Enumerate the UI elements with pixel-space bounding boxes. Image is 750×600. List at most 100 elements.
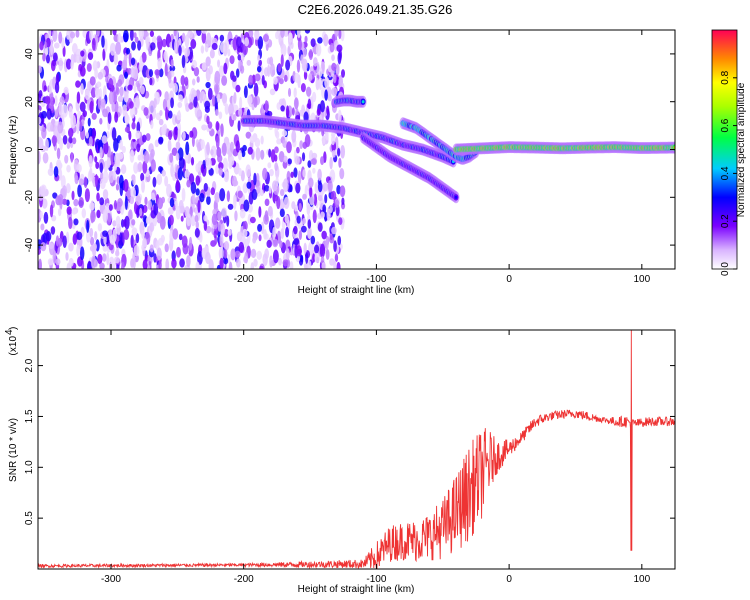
noise-blob (51, 214, 57, 222)
x-tick-label: -200 (234, 574, 254, 585)
noise-blob (50, 226, 56, 235)
noise-blob (173, 126, 178, 141)
noise-blob (258, 206, 262, 218)
noise-blob (168, 130, 173, 141)
noise-blob (54, 108, 58, 119)
noise-blob (97, 223, 103, 232)
noise-blob (123, 30, 129, 43)
noise-blob (149, 244, 154, 253)
noise-blob (38, 247, 42, 256)
noise-blob (272, 238, 279, 248)
noise-blob (169, 197, 175, 208)
noise-blob (113, 163, 117, 172)
noise-blob (232, 179, 239, 187)
noise-blob (206, 141, 210, 156)
noise-blob (145, 36, 149, 51)
noise-blob (49, 91, 54, 103)
noise-blob (324, 76, 330, 89)
noise-blob (122, 104, 127, 117)
noise-blob (317, 181, 323, 193)
noise-blob (190, 156, 195, 166)
noise-blob (150, 159, 156, 172)
noise-blob (113, 200, 118, 210)
feature-core (361, 100, 365, 104)
noise-blob (169, 152, 174, 163)
noise-blob (275, 217, 281, 229)
noise-blob (243, 85, 248, 99)
noise-blob (111, 127, 117, 141)
noise-blob (220, 223, 226, 236)
noise-blob (321, 262, 327, 269)
noise-blob (261, 75, 265, 86)
noise-blob (136, 143, 141, 153)
y-tick-label: 0.5 (24, 511, 35, 525)
noise-blob (213, 230, 217, 239)
noise-blob (121, 59, 128, 71)
noise-blob (295, 182, 301, 194)
noise-blob (216, 93, 221, 104)
noise-blob (203, 220, 208, 232)
noise-blob (278, 151, 285, 163)
noise-blob (307, 259, 312, 269)
noise-blob (204, 100, 211, 110)
noise-blob (250, 262, 255, 269)
noise-blob (163, 50, 168, 61)
noise-blob (297, 170, 302, 185)
noise-blob (82, 110, 87, 118)
noise-blob (306, 86, 312, 97)
noise-blob (222, 157, 228, 172)
noise-blob (149, 30, 155, 37)
noise-blob (267, 162, 272, 169)
noise-blob (143, 106, 149, 116)
noise-blob (58, 102, 63, 116)
noise-blob (168, 110, 173, 119)
noise-blob (200, 164, 205, 174)
noise-blob (248, 74, 254, 86)
noise-blob (114, 111, 119, 123)
noise-blob (141, 134, 147, 143)
noise-blob (277, 62, 282, 73)
noise-blob (337, 147, 341, 157)
noise-blob (184, 133, 190, 141)
noise-blob (147, 200, 152, 210)
noise-blob (217, 154, 223, 163)
noise-blob (86, 219, 90, 233)
noise-blob (185, 141, 190, 156)
noise-blob (175, 179, 180, 193)
noise-blob (283, 74, 288, 83)
noise-blob (127, 84, 133, 91)
noise-blob (334, 253, 339, 263)
noise-blob (307, 227, 312, 239)
noise-blob (323, 33, 329, 47)
noise-blob (286, 141, 292, 154)
noise-blob (52, 250, 57, 265)
noise-blob (264, 210, 269, 223)
noise-blob (219, 233, 224, 247)
noise-blob (188, 236, 193, 251)
noise-blob (115, 183, 120, 191)
noise-blob (148, 50, 153, 57)
noise-blob (303, 242, 307, 255)
noise-blob (221, 92, 228, 104)
noise-blob (276, 138, 282, 145)
noise-blob (280, 43, 287, 57)
noise-blob (112, 170, 117, 181)
noise-blob (240, 170, 245, 182)
noise-blob (325, 237, 329, 250)
noise-blob (308, 73, 313, 82)
noise-blob (175, 152, 180, 161)
noise-blob (62, 235, 67, 248)
noise-blob (291, 107, 295, 116)
noise-blob (313, 57, 318, 67)
noise-blob (191, 78, 196, 86)
noise-blob (149, 222, 155, 232)
noise-blob (184, 47, 191, 57)
noise-blob (59, 137, 64, 151)
noise-blob (195, 30, 202, 37)
noise-blob (201, 30, 207, 44)
noise-blob (166, 97, 171, 111)
noise-blob (325, 249, 330, 260)
noise-blob (320, 100, 326, 113)
noise-blob (91, 255, 96, 269)
noise-blob (68, 127, 74, 138)
